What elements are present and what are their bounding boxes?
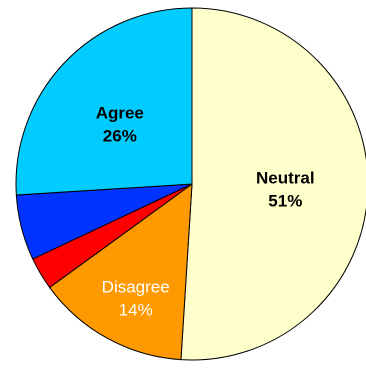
slice-label-agree: Agree 26% [96, 103, 144, 145]
pie-labels: Neutral 51% Disagree 14% Agree 26% [96, 103, 315, 319]
pie-slice-neutral [180, 7, 366, 361]
slice-label-name: Agree [96, 103, 144, 122]
pie-slice-disagree [48, 182, 193, 361]
pie-slices [15, 7, 366, 361]
slice-label-neutral: Neutral 51% [256, 169, 315, 211]
slice-label-value: 51% [268, 192, 302, 211]
slice-label-name: Neutral [256, 169, 315, 188]
slice-label-disagree: Disagree 14% [102, 278, 170, 320]
slice-label-value: 14% [119, 301, 153, 320]
pie-slice-agree [15, 7, 193, 196]
slice-label-name: Disagree [102, 278, 170, 297]
slice-label-value: 26% [103, 126, 137, 145]
